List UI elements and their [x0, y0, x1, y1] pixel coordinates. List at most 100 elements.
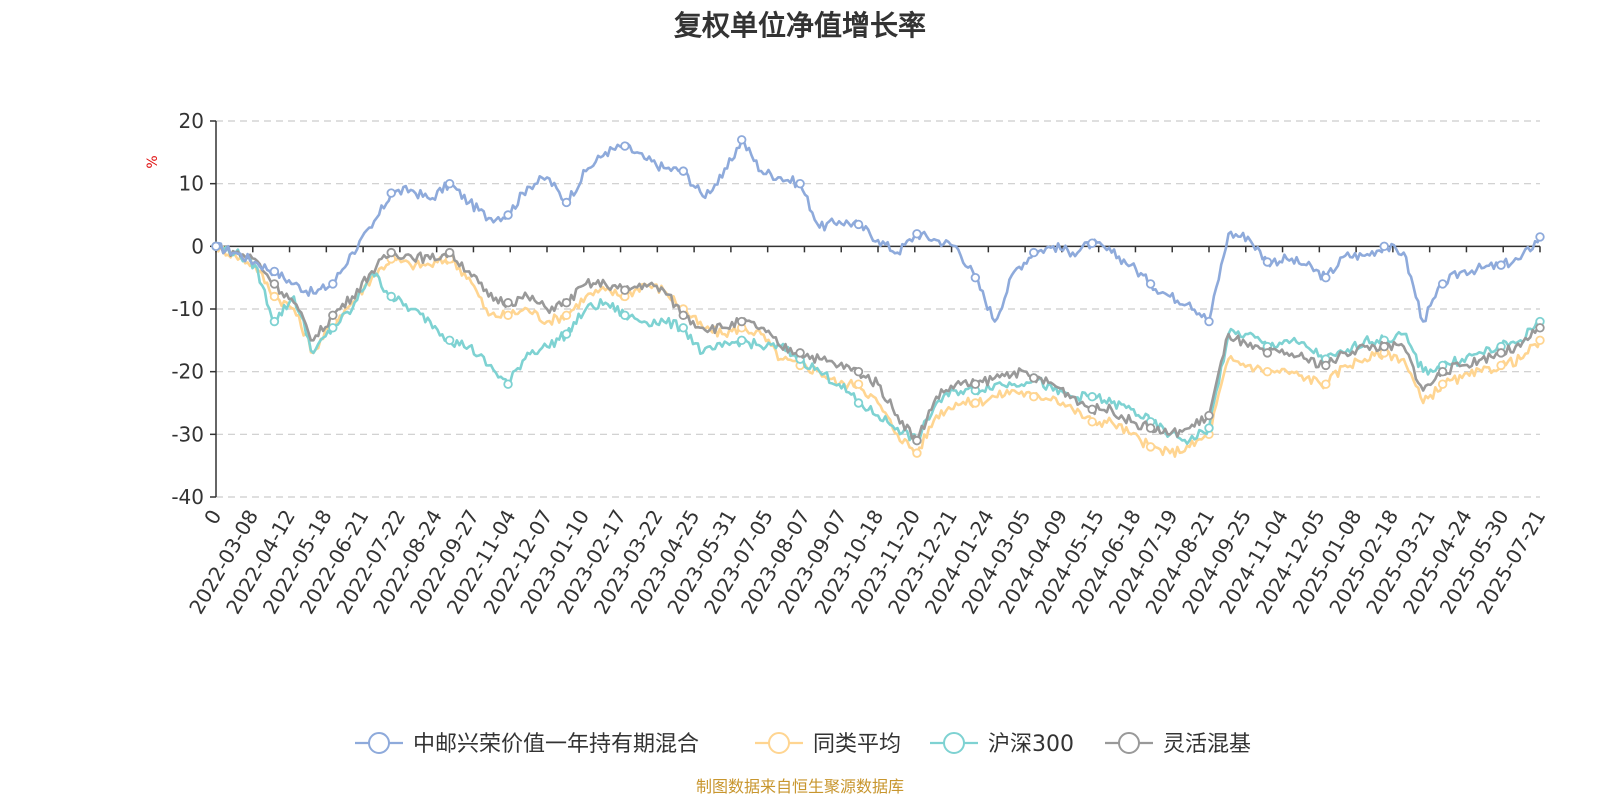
legend-item-1[interactable]: 同类平均 — [755, 732, 901, 757]
data-point — [269, 291, 280, 302]
series-line — [215, 244, 1540, 442]
series-3 — [211, 241, 1545, 446]
data-point — [1145, 279, 1156, 289]
data-point — [503, 379, 513, 389]
y-axis-unit: % — [145, 155, 161, 168]
legend-label: 灵活混基 — [1163, 732, 1251, 757]
data-point — [444, 178, 455, 189]
y-tick-label: -40 — [171, 485, 204, 509]
data-point — [269, 266, 280, 277]
grid-lines — [216, 120, 1540, 498]
x-tick-label: 0 — [199, 506, 226, 529]
data-point — [1437, 366, 1448, 377]
data-point — [1204, 423, 1214, 433]
data-point — [1437, 379, 1448, 389]
data-point — [795, 178, 805, 189]
data-point — [1145, 442, 1156, 452]
data-point — [561, 197, 572, 208]
data-point — [1379, 241, 1389, 252]
series-line — [214, 244, 1542, 458]
legend-marker — [943, 732, 965, 754]
data-point — [1262, 348, 1273, 358]
series-2 — [211, 241, 1545, 446]
data-point — [970, 379, 981, 389]
data-point — [1496, 260, 1506, 270]
data-point — [1437, 279, 1448, 289]
data-point — [561, 329, 572, 339]
data-point — [1379, 341, 1389, 352]
data-point — [1204, 410, 1214, 421]
data-point — [386, 188, 396, 198]
data-point — [1321, 360, 1331, 371]
data-point — [853, 398, 864, 408]
data-point — [503, 310, 513, 320]
legend-item-3[interactable]: 灵活混基 — [1105, 732, 1251, 757]
data-point — [561, 298, 572, 308]
data-point — [1087, 238, 1097, 248]
data-point — [269, 316, 280, 327]
data-point — [970, 272, 981, 283]
data-point — [1087, 417, 1097, 427]
data-point — [503, 298, 513, 308]
legend-label: 沪深300 — [988, 732, 1074, 757]
data-point — [1535, 323, 1545, 333]
data-point — [737, 335, 747, 346]
data-point — [269, 279, 280, 289]
y-tick-label: -30 — [171, 422, 204, 446]
data-point — [970, 398, 981, 408]
data-point — [678, 323, 688, 333]
data-point — [1321, 272, 1331, 283]
data-point — [620, 141, 630, 151]
data-point — [853, 366, 864, 377]
data-point — [1321, 379, 1331, 389]
data-point — [1029, 247, 1039, 258]
data-point — [444, 335, 455, 346]
data-point — [1262, 257, 1273, 267]
chart-title: 复权单位净值增长率 — [674, 9, 926, 42]
data-point — [444, 247, 455, 258]
y-tick-label: 20 — [179, 109, 204, 133]
data-point — [737, 316, 747, 327]
data-point — [1262, 366, 1273, 377]
legend[interactable]: 中邮兴荣价值一年持有期混合 同类平均 沪深300 灵活混基 — [355, 732, 1251, 757]
legend-marker — [1118, 732, 1140, 754]
data-point — [1204, 316, 1214, 327]
data-point — [328, 310, 338, 320]
y-tick-label: 10 — [179, 172, 204, 196]
y-tick-label: 0 — [191, 234, 204, 258]
data-point — [386, 247, 396, 258]
data-point — [912, 448, 922, 458]
data-point — [620, 285, 630, 295]
axes: 20100-10-20-30-4002022-03-082022-04-1220… — [171, 109, 1550, 618]
data-point — [912, 229, 922, 239]
data-point — [1145, 423, 1156, 433]
data-point — [1029, 373, 1039, 383]
series-line — [215, 244, 1541, 445]
data-point — [561, 310, 572, 320]
data-point — [737, 135, 747, 145]
legend-item-2[interactable]: 沪深300 — [930, 732, 1074, 757]
data-point — [853, 379, 864, 389]
legend-label: 同类平均 — [813, 732, 901, 757]
data-point — [1535, 335, 1545, 346]
data-point — [1087, 392, 1097, 402]
data-point — [1029, 392, 1039, 402]
data-point — [503, 210, 513, 220]
series-line — [214, 138, 1542, 323]
data-point — [678, 310, 688, 320]
data-point — [853, 219, 864, 230]
legend-marker — [368, 732, 390, 754]
data-point — [1496, 348, 1506, 358]
data-point — [386, 291, 396, 302]
series-0 — [211, 135, 1545, 327]
data-point — [1496, 360, 1506, 371]
legend-item-0[interactable]: 中邮兴荣价值一年持有期混合 — [355, 732, 699, 757]
y-tick-label: -10 — [171, 297, 204, 321]
legend-marker — [768, 732, 790, 754]
data-point — [328, 323, 338, 333]
legend-label: 中邮兴荣价值一年持有期混合 — [413, 732, 699, 757]
data-point — [912, 435, 922, 446]
source-note: 制图数据来自恒生聚源数据库 — [696, 777, 904, 796]
